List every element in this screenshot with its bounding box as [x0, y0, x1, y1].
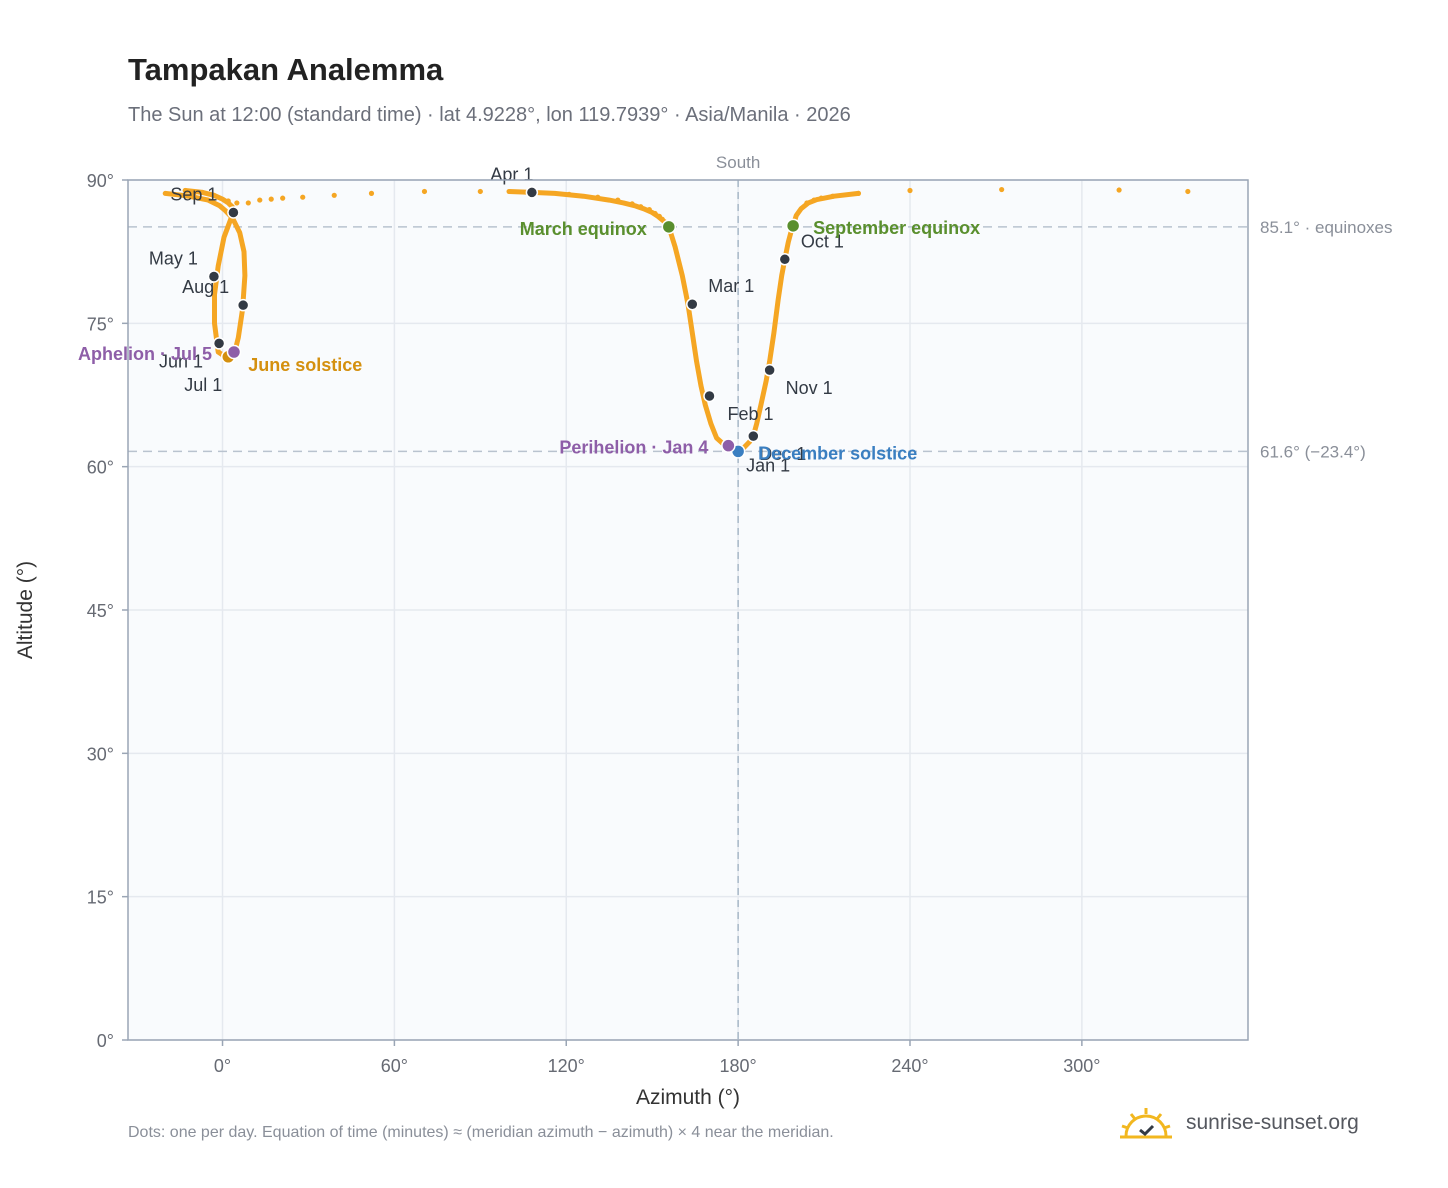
month-marker-dot: [686, 297, 699, 311]
month-marker-label: Aug 1: [182, 277, 229, 297]
month-marker-label: Apr 1: [490, 164, 533, 184]
daily-dot: [300, 194, 306, 200]
daily-dot: [818, 195, 824, 201]
daily-dot: [245, 200, 251, 206]
month-marker-label: Mar 1: [708, 276, 754, 296]
axis-ticks: 0° 60° 120° 180° 240° 300° 0° 15° 30° 45° 60° 75° 90…: [87, 171, 1101, 1076]
daily-dot: [999, 186, 1005, 193]
daily-dot: [368, 190, 375, 196]
daily-dot: [652, 210, 658, 217]
altitude-reference-label: 61.6° (−23.4°): [1260, 442, 1366, 461]
daily-dot: [280, 195, 286, 201]
daily-dot: [199, 189, 206, 196]
daily-dot: [629, 201, 635, 207]
daily-dot: [804, 200, 810, 206]
event-marker-dot: [721, 438, 736, 453]
month-marker-label: Dec 1: [759, 444, 806, 464]
x-tick-label: 60°: [381, 1056, 408, 1076]
month-marker-dot: [747, 429, 760, 443]
daily-dot: [595, 194, 601, 200]
daily-dot: [257, 197, 263, 203]
daily-dot: [615, 197, 621, 203]
event-marker-label: September equinox: [813, 218, 980, 238]
month-marker-dot: [703, 389, 716, 403]
month-marker-label: Feb 1: [727, 404, 773, 424]
month-marker-dot: [236, 298, 250, 312]
analemma-path: [506, 189, 741, 454]
x-axis-title: Azimuth (°): [636, 1086, 740, 1109]
month-marker-dot: [207, 270, 221, 283]
daily-dot: [182, 187, 188, 194]
y-tick-label: 0°: [97, 1031, 114, 1051]
month-marker-label: Jan 1: [746, 455, 790, 475]
daily-dot: [646, 207, 652, 213]
y-tick-label: 75°: [87, 314, 114, 334]
daily-dot: [268, 196, 274, 202]
daily-dot: [855, 190, 862, 196]
event-markers: March equinox September equinox June solst…: [78, 218, 980, 464]
event-marker-label: March equinox: [520, 219, 647, 239]
x-tick-label: 0°: [214, 1056, 231, 1076]
daily-dot: [234, 200, 240, 206]
month-marker-dot: [227, 206, 240, 219]
footnote: Dots: one per day. Equation of time (min…: [128, 1124, 834, 1141]
month-markers: Jan 1 Feb 1 Mar 1 Apr 1 May 1 Jun 1 Jul 1 Aug 1…: [149, 164, 844, 475]
y-tick-label: 60°: [87, 458, 114, 478]
daily-dot: [225, 198, 231, 204]
daily-dot: [1185, 188, 1191, 195]
daily-dot: [638, 204, 644, 210]
daily-dot: [421, 188, 428, 195]
x-tick-label: 180°: [720, 1056, 757, 1076]
event-marker-label: Perihelion · Jan 4: [559, 438, 708, 458]
reference-lines: South 85.1° · equinoxes 61.6° (−23.4°): [128, 153, 1393, 1040]
event-marker-dot: [661, 219, 677, 235]
altitude-reference-label: 85.1° · equinoxes: [1260, 218, 1393, 237]
month-marker-dot: [212, 337, 226, 350]
event-marker-label: Aphelion · Jul 5: [78, 344, 212, 364]
y-tick-label: 15°: [87, 888, 114, 908]
daily-dot: [811, 197, 817, 203]
month-marker-label: Oct 1: [801, 231, 844, 251]
meridian-label: South: [716, 153, 760, 172]
month-marker-label: Sep 1: [170, 184, 217, 204]
month-marker-dot: [525, 186, 539, 199]
daily-dot: [331, 192, 337, 198]
daily-dot: [907, 187, 913, 194]
daily-dot: [477, 188, 483, 195]
event-marker-dot: [785, 218, 801, 234]
daily-dot: [211, 192, 217, 198]
brand-name[interactable]: sunrise-sunset.org: [1186, 1111, 1359, 1134]
month-marker-dot: [763, 363, 776, 377]
month-marker-label: May 1: [149, 249, 198, 269]
daily-dot: [566, 191, 572, 197]
event-marker-label: June solstice: [248, 355, 362, 375]
x-tick-label: 120°: [548, 1056, 585, 1076]
event-marker-label: December solstice: [758, 443, 917, 463]
chart-title: Tampakan Analemma: [128, 52, 444, 87]
daily-dot: [191, 190, 197, 196]
month-marker-label: Jul 1: [184, 375, 222, 395]
month-marker-label: Jun 1: [159, 351, 203, 371]
x-tick-label: 240°: [891, 1056, 928, 1076]
daily-dot: [830, 193, 836, 199]
x-tick-label: 300°: [1063, 1056, 1100, 1076]
chart-subtitle: The Sun at 12:00 (standard time) · lat 4…: [128, 104, 851, 126]
sun-logo-icon: [1120, 1108, 1172, 1139]
month-marker-dot: [778, 253, 792, 266]
month-marker-label: Nov 1: [786, 378, 833, 398]
event-marker-dot: [226, 344, 242, 360]
y-tick-label: 90°: [87, 171, 114, 191]
y-tick-label: 45°: [87, 601, 114, 621]
y-tick-label: 30°: [87, 744, 114, 764]
daily-dot: [1116, 187, 1122, 193]
brand[interactable]: sunrise-sunset.org: [1120, 1100, 1359, 1146]
y-axis-title: Altitude (°): [14, 561, 37, 659]
